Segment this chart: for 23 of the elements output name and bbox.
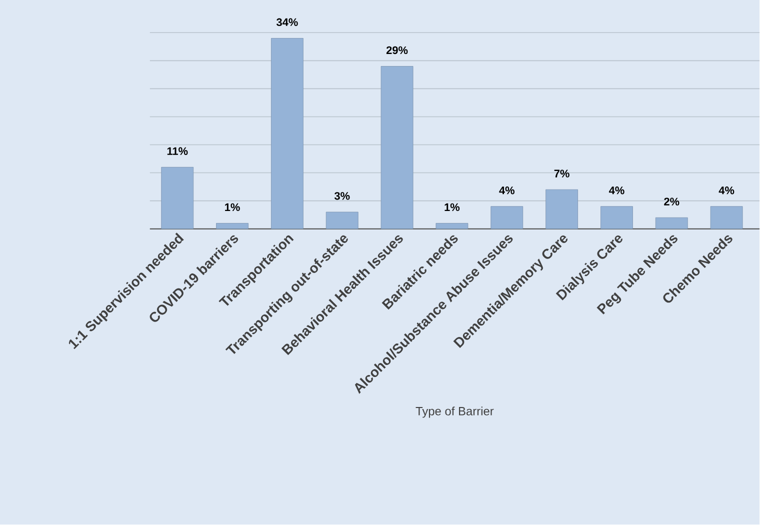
bar <box>655 218 688 230</box>
data-label: 11% <box>167 147 188 156</box>
bar <box>271 38 304 230</box>
data-label: 29% <box>386 46 408 54</box>
data-label: 34% <box>276 18 298 26</box>
data-label: 7% <box>554 170 570 178</box>
bar <box>326 212 358 230</box>
bar <box>216 223 248 230</box>
bar <box>546 190 578 230</box>
data-label: 1% <box>225 204 240 212</box>
x-axis-title: Type of Barrier <box>416 406 494 418</box>
data-label: 2% <box>664 198 680 206</box>
data-label: 3% <box>334 192 350 200</box>
bar <box>380 66 414 230</box>
data-label: 4% <box>608 186 624 194</box>
bar <box>436 223 468 230</box>
data-label: 4% <box>499 186 514 194</box>
data-label: 4% <box>718 186 734 194</box>
bar <box>161 167 194 230</box>
bar <box>710 206 743 230</box>
bar <box>490 206 524 230</box>
data-label: 1% <box>444 204 460 212</box>
bar <box>600 206 633 230</box>
